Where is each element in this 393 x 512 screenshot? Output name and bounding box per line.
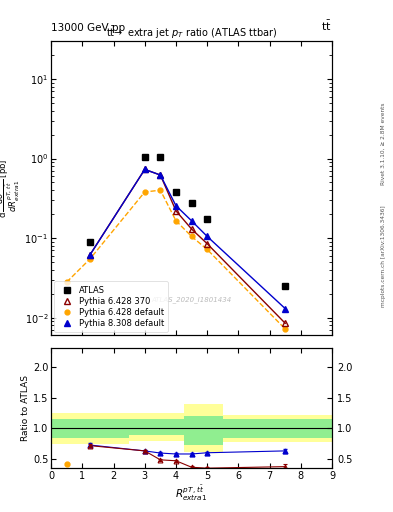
- ATLAS: [142, 154, 147, 160]
- Pythia 6.428 default: [158, 187, 163, 193]
- Pythia 6.428 370: [205, 241, 209, 247]
- Pythia 8.308 default: [142, 166, 147, 173]
- Line: ATLAS: ATLAS: [87, 154, 288, 289]
- Pythia 6.428 370: [283, 320, 288, 326]
- ATLAS: [88, 239, 92, 245]
- Pythia 8.308 default: [283, 306, 288, 312]
- ATLAS: [189, 200, 194, 206]
- Pythia 6.428 370: [142, 166, 147, 173]
- Pythia 6.428 default: [88, 255, 92, 262]
- ATLAS: [283, 283, 288, 289]
- Pythia 8.308 default: [158, 172, 163, 178]
- Text: 13000 GeV pp: 13000 GeV pp: [51, 23, 125, 33]
- Pythia 6.428 370: [88, 251, 92, 258]
- Line: Pythia 6.428 370: Pythia 6.428 370: [87, 166, 288, 326]
- Text: ATLAS_2020_I1801434: ATLAS_2020_I1801434: [151, 296, 232, 304]
- Pythia 6.428 default: [142, 189, 147, 195]
- X-axis label: $R^{pT,\,\bar{tt}}_{extra1}$: $R^{pT,\,\bar{tt}}_{extra1}$: [175, 484, 208, 503]
- ATLAS: [205, 216, 209, 222]
- Pythia 6.428 default: [64, 279, 69, 285]
- Title: $\mathrm{t\bar{t}}\!\rightarrow$ extra jet $p_T$ ratio (ATLAS ttbar): $\mathrm{t\bar{t}}\!\rightarrow$ extra j…: [106, 25, 277, 41]
- Pythia 6.428 default: [189, 233, 194, 240]
- Pythia 8.308 default: [174, 203, 178, 209]
- Legend: ATLAS, Pythia 6.428 370, Pythia 6.428 default, Pythia 8.308 default: ATLAS, Pythia 6.428 370, Pythia 6.428 de…: [54, 282, 168, 332]
- Pythia 6.428 default: [205, 246, 209, 252]
- Pythia 6.428 default: [283, 326, 288, 332]
- Text: mcplots.cern.ch [arXiv:1306.3436]: mcplots.cern.ch [arXiv:1306.3436]: [381, 205, 386, 307]
- Pythia 6.428 370: [158, 172, 163, 178]
- ATLAS: [158, 154, 163, 160]
- Pythia 8.308 default: [189, 218, 194, 224]
- Line: Pythia 6.428 default: Pythia 6.428 default: [64, 188, 288, 331]
- Text: $\mathrm{t\bar{t}}$: $\mathrm{t\bar{t}}$: [321, 18, 332, 33]
- Pythia 6.428 default: [174, 218, 178, 224]
- Y-axis label: Ratio to ATLAS: Ratio to ATLAS: [21, 375, 30, 441]
- Text: Rivet 3.1.10, ≥ 2.8M events: Rivet 3.1.10, ≥ 2.8M events: [381, 102, 386, 185]
- Line: Pythia 8.308 default: Pythia 8.308 default: [87, 166, 288, 311]
- Pythia 6.428 370: [189, 226, 194, 232]
- Pythia 8.308 default: [88, 251, 92, 258]
- Pythia 6.428 370: [174, 208, 178, 214]
- Pythia 8.308 default: [205, 233, 209, 240]
- ATLAS: [174, 189, 178, 195]
- Y-axis label: $\mathrm{d}\,\dfrac{d\sigma^{n}}{dR^{pT,\,\bar{tt}}_{extra1}}$ [pb]: $\mathrm{d}\,\dfrac{d\sigma^{n}}{dR^{pT,…: [0, 159, 22, 218]
